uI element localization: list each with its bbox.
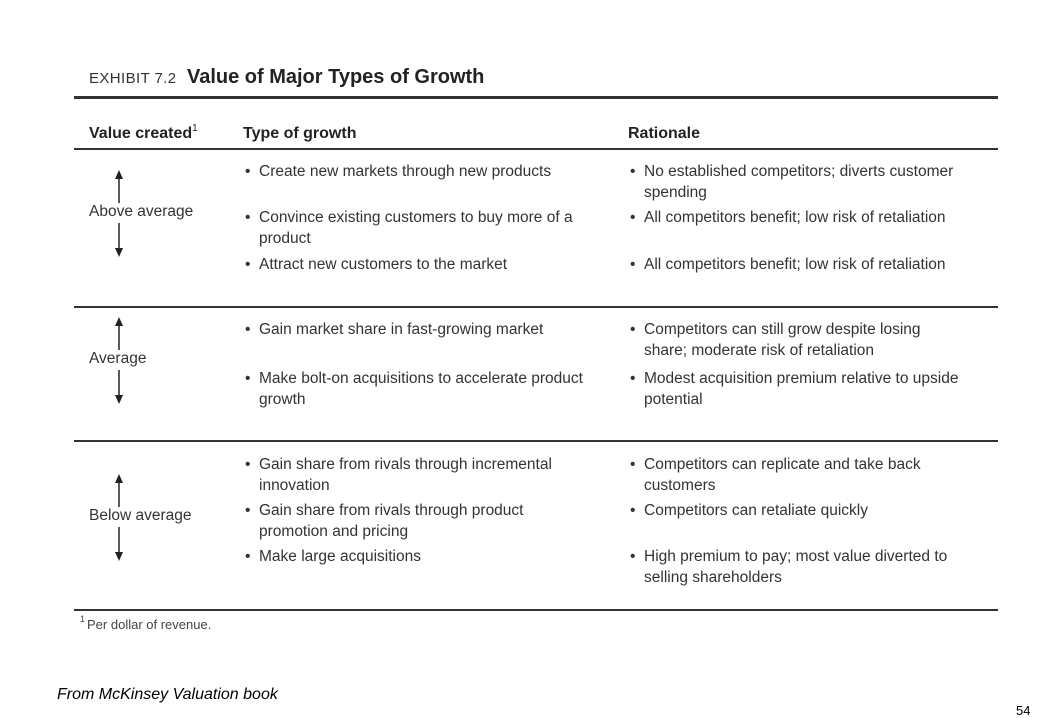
bullet: • xyxy=(245,370,251,387)
up-arrow-icon xyxy=(115,170,123,203)
growth-item: • Create new markets through new products xyxy=(245,161,585,182)
growth-item-text: Create new markets through new products xyxy=(259,163,552,180)
growth-item: • Attract new customers to the market xyxy=(245,254,585,275)
bullet: • xyxy=(245,256,251,273)
exhibit-title: Value of Major Types of Growth xyxy=(186,66,485,88)
bullet: • xyxy=(630,370,636,387)
column-header-rationale: Rationale xyxy=(628,125,701,142)
growth-item: • Gain share from rivals through incremen… xyxy=(245,454,565,496)
rationale-item-text: Competitors can still grow despite losin… xyxy=(644,321,921,359)
bullet: • xyxy=(630,548,636,565)
row-label-below-average: Below average xyxy=(89,507,192,524)
row-label-above-average: Above average xyxy=(89,203,194,220)
rationale-item-text: All competitors benefit; low risk of ret… xyxy=(644,209,946,226)
rationale-item: • Competitors can still grow despite losi… xyxy=(630,319,965,361)
bullet: • xyxy=(245,502,251,519)
bullet: • xyxy=(630,456,636,473)
page-number: 54 xyxy=(1016,703,1031,718)
bullet: • xyxy=(245,209,251,226)
rationale-item-text: All competitors benefit; low risk of ret… xyxy=(644,256,946,273)
growth-item-text: Gain share from rivals through increment… xyxy=(259,456,552,494)
footnote: 1 Per dollar of revenue. xyxy=(80,614,212,632)
exhibit-label: EXHIBIT 7.2 xyxy=(89,70,177,87)
growth-item: • Make bolt-on acquisitions to accelerate… xyxy=(245,368,585,410)
column-header-value-created-text: Value created xyxy=(89,125,193,142)
column-header-value-created: Value created1 xyxy=(89,123,198,143)
bullet: • xyxy=(245,321,251,338)
bullet: • xyxy=(630,163,636,180)
rationale-item: • All competitors benefit; low risk of re… xyxy=(630,254,980,275)
growth-item-text: Gain market share in fast-growing market xyxy=(259,321,544,338)
rationale-item: • High premium to pay; most value diverte… xyxy=(630,546,990,588)
row-divider xyxy=(74,306,998,308)
bullet: • xyxy=(630,321,636,338)
rationale-item-text: Competitors can retaliate quickly xyxy=(644,502,868,519)
rationale-item-text: No established competitors; diverts cust… xyxy=(644,163,954,201)
footnote-marker: 1 xyxy=(192,123,198,134)
rationale-item-text: Modest acquisition premium relative to u… xyxy=(644,370,959,408)
growth-item-text: Gain share from rivals through product p… xyxy=(259,502,524,540)
growth-item: • Make large acquisitions xyxy=(245,546,585,567)
bottom-rule xyxy=(74,609,998,611)
top-rule xyxy=(74,96,998,99)
exhibit-heading: EXHIBIT 7.2 Value of Major Types of Grow… xyxy=(89,66,484,89)
up-arrow-icon xyxy=(115,474,123,507)
header-rule xyxy=(74,148,998,150)
bullet: • xyxy=(245,548,251,565)
bullet: • xyxy=(630,502,636,519)
down-arrow-icon xyxy=(115,527,123,561)
bullet: • xyxy=(245,163,251,180)
growth-item-text: Make large acquisitions xyxy=(259,548,421,565)
bullet: • xyxy=(245,456,251,473)
rationale-item: • Competitors can replicate and take back… xyxy=(630,454,930,496)
row-divider xyxy=(74,440,998,442)
footnote-text: Per dollar of revenue. xyxy=(87,617,212,632)
down-arrow-icon xyxy=(115,370,123,404)
bullet: • xyxy=(630,256,636,273)
down-arrow-icon xyxy=(115,223,123,257)
growth-item: • Gain market share in fast-growing marke… xyxy=(245,319,585,340)
rationale-item: • Competitors can retaliate quickly xyxy=(630,500,970,521)
growth-item-text: Make bolt-on acquisitions to accelerate … xyxy=(259,370,583,408)
growth-item: • Convince existing customers to buy more… xyxy=(245,207,575,249)
growth-item: • Gain share from rivals through product … xyxy=(245,500,595,542)
rationale-item-text: High premium to pay; most value diverted… xyxy=(644,548,948,586)
rationale-item: • All competitors benefit; low risk of re… xyxy=(630,207,980,228)
footnote-marker: 1 xyxy=(80,614,86,624)
bullet: • xyxy=(630,209,636,226)
up-arrow-icon xyxy=(115,317,123,350)
row-label-average: Average xyxy=(89,350,147,367)
column-header-type-of-growth: Type of growth xyxy=(243,125,357,142)
source-note: From McKinsey Valuation book xyxy=(57,686,278,703)
rationale-item: • No established competitors; diverts cus… xyxy=(630,161,960,203)
growth-item-text: Attract new customers to the market xyxy=(259,256,508,273)
rationale-item: • Modest acquisition premium relative to … xyxy=(630,368,960,410)
rationale-item-text: Competitors can replicate and take back … xyxy=(644,456,921,494)
growth-item-text: Convince existing customers to buy more … xyxy=(259,209,573,247)
